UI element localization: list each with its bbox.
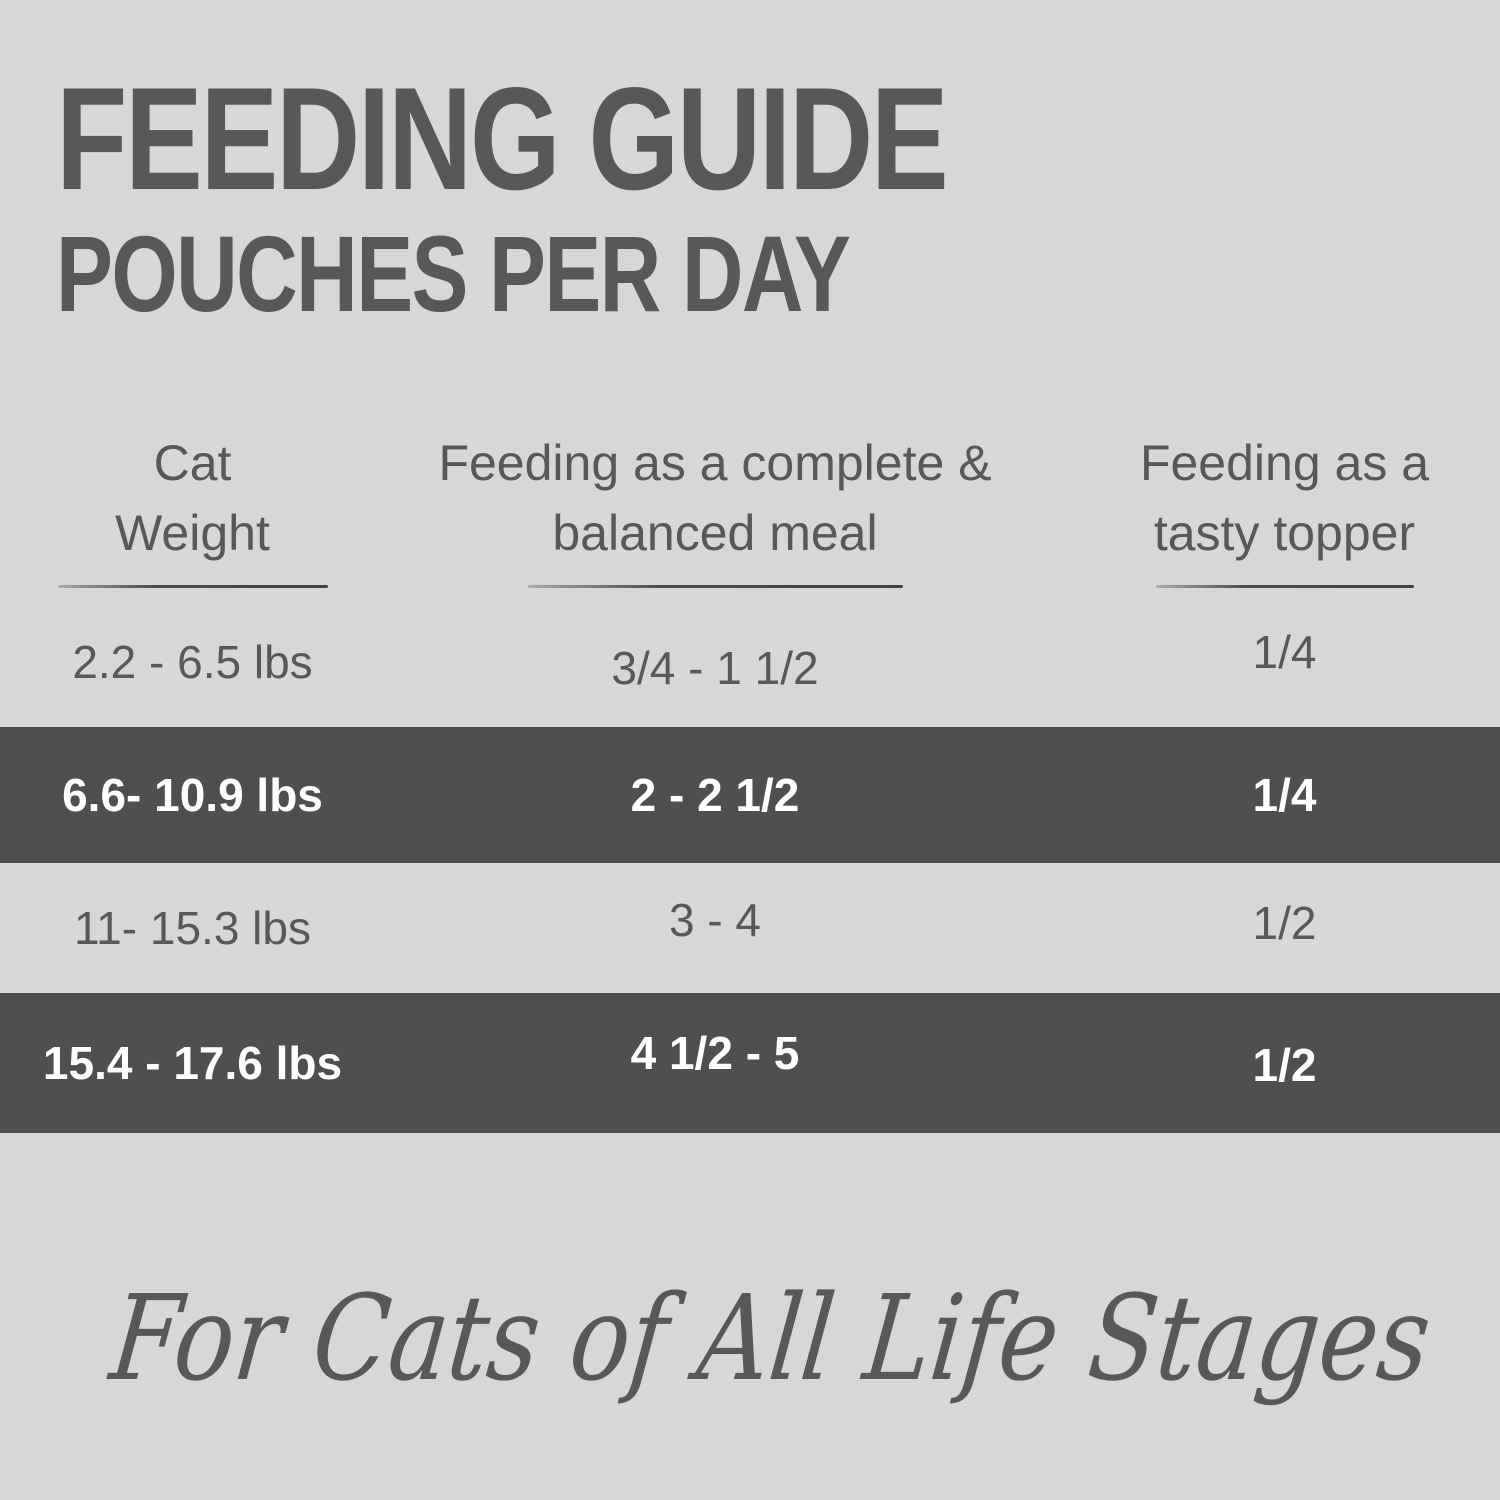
- cell-tasty-topper: 1/4: [1252, 769, 1317, 821]
- cell-complete-meal: 3 - 4: [668, 894, 762, 946]
- column-header-complete-meal: Feeding as a complete & balanced meal: [385, 428, 1045, 588]
- cell-cat-weight: 2.2 - 6.5 lbs: [72, 636, 313, 688]
- column-header-line: balanced meal: [552, 505, 878, 561]
- header-underline: [57, 585, 328, 588]
- column-header-line: Cat: [153, 435, 232, 491]
- table-row-highlighted: 6.6- 10.9 lbs 2 - 2 1/2 1/4: [0, 727, 1500, 863]
- column-header-line: Feeding as a complete &: [438, 435, 992, 491]
- column-header-cat-weight: Cat Weight: [0, 428, 385, 588]
- cell-cat-weight: 6.6- 10.9 lbs: [62, 769, 323, 821]
- column-header-line: Weight: [115, 505, 270, 561]
- feeding-table-body: 2.2 - 6.5 lbs 3/4 - 1 1/2 1/4 6.6- 10.9 …: [0, 597, 1500, 1133]
- life-stages-tagline: For Cats of All Life Stages: [104, 1269, 1437, 1407]
- feeding-table-header: Cat Weight Feeding as a complete & balan…: [0, 428, 1500, 588]
- column-header-line: Feeding as a: [1139, 435, 1430, 491]
- table-row-highlighted: 15.4 - 17.6 lbs 4 1/2 - 5 1/2: [0, 993, 1500, 1133]
- column-header-line: tasty topper: [1153, 505, 1416, 561]
- page-subtitle: POUCHES PER DAY: [56, 213, 851, 334]
- cell-cat-weight: 11- 15.3 lbs: [74, 902, 311, 954]
- cell-complete-meal: 3/4 - 1 1/2: [611, 642, 819, 694]
- table-row: 2.2 - 6.5 lbs 3/4 - 1 1/2 1/4: [0, 597, 1500, 727]
- table-row: 11- 15.3 lbs 3 - 4 1/2: [0, 863, 1500, 993]
- cell-tasty-topper: 1/2: [1252, 897, 1317, 949]
- cell-cat-weight: 15.4 - 17.6 lbs: [42, 1037, 343, 1089]
- column-header-tasty-topper: Feeding as a tasty topper: [1057, 428, 1500, 588]
- header-underline: [1155, 585, 1414, 588]
- cell-complete-meal: 2 - 2 1/2: [630, 769, 800, 821]
- cell-complete-meal: 4 1/2 - 5: [630, 1027, 800, 1079]
- header-underline: [527, 585, 903, 588]
- page-title: FEEDING GUIDE: [56, 57, 949, 220]
- cell-tasty-topper: 1/2: [1252, 1039, 1317, 1091]
- cell-tasty-topper: 1/4: [1252, 626, 1317, 678]
